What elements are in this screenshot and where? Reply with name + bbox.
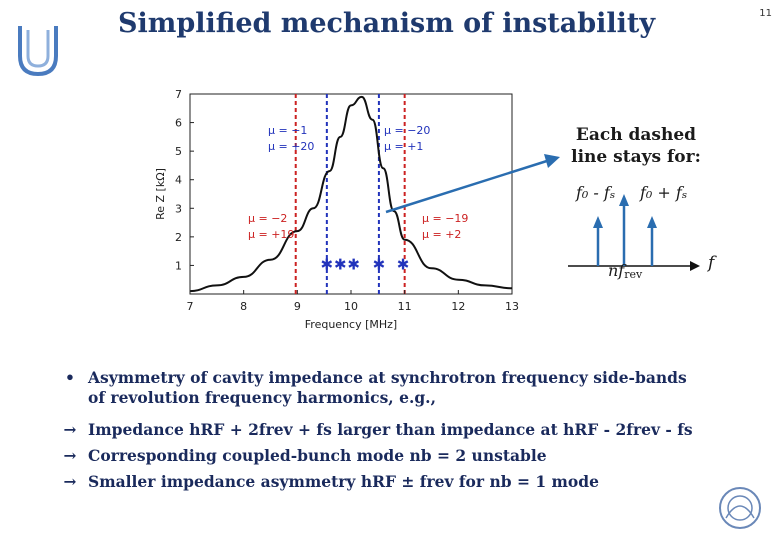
annotation-label: μ = −2	[248, 212, 287, 225]
impedance-curve	[189, 95, 513, 293]
y-tick-label: 7	[175, 88, 182, 101]
pointer-arrow	[385, 154, 560, 214]
x-tick-label: 12	[451, 300, 465, 313]
annotation-label: μ = +1	[384, 140, 423, 153]
x-tick-label: 9	[294, 300, 301, 313]
annotation-top-left: μ = −1 μ = +20	[268, 124, 314, 153]
x-axis-label: Frequency [MHz]	[305, 318, 397, 331]
bullet-text: Smaller impedance asymmetry hRF ± frev f…	[88, 472, 599, 491]
annotation-line: line stays for:	[571, 147, 701, 167]
y-axis-label: Re Z [kΩ]	[154, 168, 167, 220]
sideband-diagram: f₀ - fₛ f₀ + fₛ nfrev f	[568, 183, 717, 281]
y-tick-label: 1	[175, 259, 182, 272]
annotation-label: μ = −19	[422, 212, 468, 225]
annotation-bottom-right: μ = −19 μ = +2	[422, 212, 468, 241]
arrow-icon: →	[63, 472, 77, 491]
annotation-label: μ = −20	[384, 124, 430, 137]
frequency-axis-label: f	[706, 253, 717, 273]
annotation-label: μ = +20	[268, 140, 314, 153]
y-tick-label: 6	[175, 117, 182, 130]
mode-marker: ✱	[397, 256, 410, 274]
sideband-plus-label: f₀ + fₛ	[639, 183, 687, 202]
annotation-label: μ = +2	[422, 228, 461, 241]
x-tick-label: 13	[505, 300, 519, 313]
sideband-minus-label: f₀ - fₛ	[575, 183, 615, 202]
annotation-line: Each dashed	[575, 125, 697, 145]
bullet-text: Corresponding coupled-bunch mode nb = 2 …	[88, 446, 547, 465]
mode-marker: ✱	[347, 256, 360, 274]
slide-title: Simplified mechanism of instability	[118, 8, 656, 39]
university-logo	[18, 26, 58, 77]
plot-frame	[189, 93, 513, 295]
x-tick-label: 10	[344, 300, 358, 313]
bullet-text: Impedance hRF + 2frev + fs larger than i…	[88, 420, 693, 439]
arrow-icon: →	[63, 446, 77, 465]
y-tick-label: 4	[175, 174, 182, 187]
y-tick-label: 3	[175, 202, 182, 215]
x-tick-label: 7	[187, 300, 194, 313]
slide-number: 11	[759, 8, 772, 19]
bullet-text: of revolution frequency harmonics, e.g.,	[88, 388, 436, 407]
y-tick-label: 5	[175, 145, 182, 158]
mode-marker: ✱	[321, 256, 334, 274]
bullet-mark: •	[65, 368, 75, 387]
cern-logo	[719, 487, 761, 529]
chart-markers: ✱ ✱ ✱ ✱ ✱	[321, 256, 410, 274]
y-tick-label: 2	[175, 231, 182, 244]
x-tick-label: 11	[398, 300, 412, 313]
harmonic-label: nfrev	[608, 261, 643, 281]
chart-vertical-lines	[294, 94, 406, 294]
annotation-bottom-left: μ = −2 μ = +19	[248, 212, 294, 241]
annotation-label: μ = +19	[248, 228, 294, 241]
bullet-text: Asymmetry of cavity impedance at synchro…	[88, 368, 687, 387]
annotation-text: Each dashed line stays for:	[566, 124, 706, 168]
x-tick-label: 8	[240, 300, 247, 313]
annotation-top-right: μ = −20 μ = +1	[384, 124, 430, 153]
mode-marker: ✱	[373, 256, 386, 274]
annotation-label: μ = −1	[268, 124, 307, 137]
mode-marker: ✱	[334, 256, 347, 274]
arrow-icon: →	[63, 420, 77, 439]
